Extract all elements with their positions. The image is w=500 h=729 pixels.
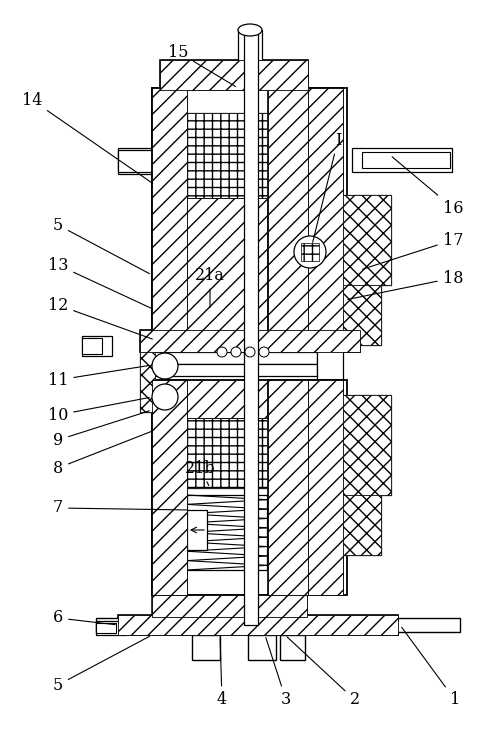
Bar: [187, 495, 267, 570]
Bar: [343, 195, 391, 285]
Bar: [152, 595, 307, 617]
Bar: [118, 615, 398, 635]
Bar: [280, 635, 305, 660]
Bar: [308, 88, 343, 333]
Bar: [118, 615, 398, 635]
Text: 14: 14: [22, 92, 152, 184]
Bar: [308, 280, 343, 288]
Bar: [308, 88, 343, 333]
Bar: [268, 88, 308, 333]
Text: 17: 17: [362, 232, 463, 269]
Circle shape: [152, 353, 178, 379]
Text: 21a: 21a: [195, 267, 225, 307]
Bar: [343, 395, 391, 495]
Bar: [343, 195, 391, 285]
Bar: [187, 198, 267, 333]
Text: 9: 9: [53, 411, 150, 448]
Bar: [187, 418, 267, 488]
Bar: [238, 30, 262, 62]
Bar: [160, 60, 308, 90]
Text: 8: 8: [53, 431, 152, 477]
Bar: [140, 352, 165, 412]
Bar: [96, 623, 116, 633]
Bar: [140, 330, 360, 352]
Ellipse shape: [238, 24, 262, 36]
Bar: [152, 380, 187, 595]
Bar: [317, 330, 343, 380]
Bar: [152, 88, 187, 333]
Circle shape: [294, 236, 326, 268]
Bar: [152, 595, 307, 617]
Text: 21b: 21b: [184, 459, 216, 486]
Text: 2: 2: [287, 637, 360, 709]
Circle shape: [152, 384, 178, 410]
Bar: [308, 270, 343, 280]
Bar: [187, 198, 267, 333]
Bar: [152, 364, 317, 376]
Circle shape: [259, 347, 269, 357]
Bar: [187, 113, 267, 198]
Text: 10: 10: [48, 397, 150, 424]
Bar: [301, 243, 319, 261]
Bar: [96, 621, 126, 635]
Text: 12: 12: [48, 297, 152, 339]
Circle shape: [231, 347, 241, 357]
Bar: [268, 380, 308, 595]
Bar: [140, 352, 155, 412]
Bar: [160, 60, 308, 90]
Text: 5: 5: [53, 217, 150, 273]
Bar: [118, 148, 152, 174]
Bar: [140, 330, 360, 352]
Bar: [152, 88, 347, 333]
Text: 5: 5: [53, 636, 150, 693]
Text: 18: 18: [348, 270, 463, 300]
Bar: [268, 88, 308, 333]
Text: 3: 3: [266, 638, 291, 709]
Text: 7: 7: [53, 499, 187, 517]
Bar: [192, 635, 220, 660]
Bar: [118, 150, 152, 172]
Bar: [82, 336, 112, 356]
Bar: [152, 380, 187, 595]
Bar: [152, 380, 347, 595]
Bar: [96, 618, 120, 632]
Bar: [152, 88, 187, 333]
Bar: [268, 380, 308, 595]
Circle shape: [217, 347, 227, 357]
Bar: [244, 30, 258, 625]
Circle shape: [245, 347, 255, 357]
Text: 15: 15: [168, 44, 235, 87]
Bar: [187, 510, 207, 550]
Text: 1: 1: [402, 627, 460, 709]
Text: 16: 16: [392, 157, 463, 217]
Text: 13: 13: [48, 257, 152, 309]
Bar: [362, 152, 450, 168]
Text: 6: 6: [53, 609, 115, 626]
Bar: [248, 635, 276, 660]
Text: 4: 4: [217, 638, 227, 709]
Bar: [82, 338, 102, 354]
Bar: [187, 380, 267, 418]
Bar: [308, 380, 343, 595]
Bar: [187, 248, 267, 310]
Text: 11: 11: [48, 365, 150, 389]
Bar: [352, 148, 452, 172]
Bar: [343, 285, 381, 345]
Text: I: I: [312, 131, 341, 242]
Bar: [308, 380, 343, 595]
Bar: [343, 395, 391, 495]
Bar: [118, 152, 140, 170]
Bar: [343, 495, 381, 555]
Bar: [187, 113, 267, 198]
Bar: [343, 285, 381, 345]
Bar: [308, 490, 343, 500]
Bar: [152, 352, 317, 364]
Bar: [340, 618, 460, 632]
Bar: [343, 495, 381, 555]
Bar: [187, 418, 267, 488]
